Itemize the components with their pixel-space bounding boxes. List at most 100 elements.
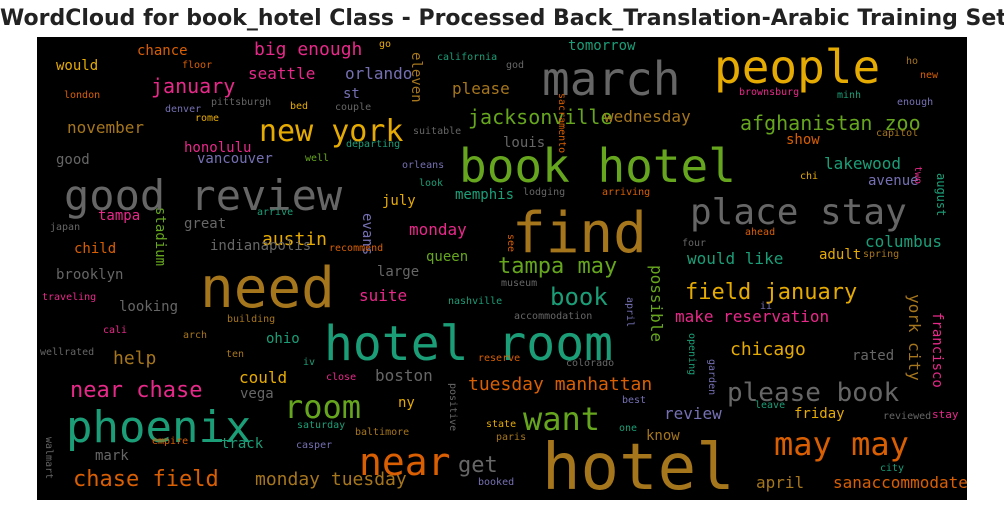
word-seattle-40: seattle: [248, 64, 315, 83]
word-reviewed-84: reviewed: [883, 411, 931, 422]
word-place-stay-9: place stay: [690, 192, 907, 233]
word-ny-72: ny: [398, 395, 415, 411]
word-april-121: april: [624, 297, 635, 327]
word-two-127: two: [912, 166, 923, 184]
word-ohio-70: ohio: [266, 331, 300, 347]
word-close-101: close: [326, 372, 356, 383]
word-traveling-108: traveling: [42, 292, 96, 303]
word-suitable-130: suitable: [413, 126, 461, 137]
word-look-122: look: [419, 178, 443, 189]
word-accommodation-104: accommodation: [514, 311, 592, 322]
word-baltimore-95: baltimore: [355, 427, 409, 438]
word-near-chase-16: near chase: [70, 378, 202, 403]
word-track-60: track: [221, 436, 264, 452]
word-would-56: would: [56, 58, 98, 74]
word-nashville-112: nashville: [448, 296, 502, 307]
word-paris-90: paris: [496, 432, 526, 443]
word-stadium-67: stadium: [152, 207, 168, 266]
word-please-book-15: please book: [727, 378, 900, 408]
word-august-78: august: [934, 173, 948, 216]
word-california-136: california: [437, 52, 497, 63]
word-may-may-11: may may: [774, 425, 909, 463]
word-book-20: book: [550, 283, 608, 311]
word-november-38: november: [67, 118, 144, 137]
word-bed-144: bed: [290, 101, 308, 112]
word-wellrated-98: wellrated: [40, 347, 94, 358]
word-queen-52: queen: [426, 249, 468, 265]
word-ho-146: ho: [906, 56, 918, 67]
word-hotel-room-1: hotel room: [324, 316, 613, 372]
word-ten-99: ten: [226, 349, 244, 360]
word-london-140: london: [64, 90, 100, 101]
word-vancouver-48: vancouver: [197, 151, 273, 167]
word-minh-133: minh: [837, 90, 861, 101]
word-stay-83: stay: [932, 408, 959, 421]
word-positive-92: positive: [447, 383, 458, 431]
word-great-65: great: [184, 216, 226, 232]
word-well-128: well: [305, 153, 329, 164]
word-lakewood-32: lakewood: [824, 154, 901, 173]
word-please-36: please: [452, 79, 510, 98]
word-colorado-103: colorado: [566, 358, 614, 369]
word-show-79: show: [786, 132, 820, 148]
word-one-88: one: [619, 423, 637, 434]
word-york-city-76: york city: [905, 294, 924, 381]
word-know-47: know: [646, 428, 680, 444]
word-cali-106: cali: [103, 325, 127, 336]
word-field-january-18: field january: [685, 280, 857, 305]
word-orleans-123: orleans: [402, 160, 444, 171]
word-jacksonville-22: jacksonville: [468, 105, 613, 129]
word-building-105: building: [227, 314, 275, 325]
word-child-62: child: [74, 241, 116, 257]
word-orlando-39: orlando: [345, 64, 412, 83]
word-big-enough-26: big enough: [254, 39, 362, 60]
word-afghanistan-zoo-21: afghanistan zoo: [740, 111, 921, 135]
word-tuesday-manhattan-23: tuesday manhattan: [468, 374, 652, 395]
word-monday-tuesday-25: monday tuesday: [255, 469, 407, 490]
word-chase-field-17: chase field: [73, 467, 219, 492]
word-walmart-97: walmart: [43, 437, 54, 479]
word-honolulu-49: honolulu: [184, 140, 251, 156]
word-make-reservation-29: make reservation: [675, 307, 829, 326]
word-god-137: god: [506, 60, 524, 71]
word-st-73: st: [343, 86, 360, 102]
word-francisco-77: francisco: [929, 312, 945, 388]
word-reserve-102: reserve: [478, 353, 520, 364]
word-avenue-80: avenue: [868, 173, 919, 189]
word-empire-96: empire: [152, 436, 188, 447]
word-iv-100: iv: [303, 357, 315, 368]
word-couple-145: couple: [335, 102, 371, 113]
word-evans-68: evans: [359, 213, 375, 255]
word-july-53: july: [382, 193, 416, 209]
word-tampa-may-19: tampa may: [498, 254, 617, 279]
word-good-57: good: [56, 152, 90, 168]
word-museum-113: museum: [501, 278, 537, 289]
word-tomorrow-58: tomorrow: [568, 38, 636, 54]
word-help-33: help: [113, 348, 156, 369]
word-sanaccommodate-45: sanaccommodate: [833, 473, 967, 492]
word-austin-34: austin: [262, 229, 327, 250]
word-book-hotel-3: book hotel: [459, 139, 736, 193]
word-lodging-124: lodging: [523, 187, 565, 198]
word-hotel-0: hotel: [542, 431, 735, 500]
word-eleven-74: eleven: [408, 52, 424, 103]
word-room-13: room: [284, 388, 361, 426]
word-monday-35: monday: [409, 220, 467, 239]
word-casper-94: casper: [296, 440, 332, 451]
word-chicago-28: chicago: [730, 339, 806, 360]
word-chance-55: chance: [137, 43, 188, 59]
word-saturday-93: saturday: [297, 420, 345, 431]
wordcloud-area: hotel hotel room need book hotel find march pe…: [37, 37, 967, 500]
word-boston-42: boston: [375, 366, 433, 385]
word-pittsburgh-142: pittsburgh: [211, 97, 271, 108]
word-march-5: march: [542, 52, 680, 106]
word-january-27: january: [151, 74, 235, 98]
word-four-116: four: [682, 238, 706, 249]
word-arch-107: arch: [183, 330, 207, 341]
word-departing-129: departing: [346, 139, 400, 150]
word-indianapolis-66: indianapolis: [210, 238, 311, 254]
word-ii-118: ii: [760, 301, 772, 312]
word-rome-143: rome: [195, 113, 219, 124]
chart-title: WordCloud for book_hotel Class - Process…: [0, 6, 1004, 31]
